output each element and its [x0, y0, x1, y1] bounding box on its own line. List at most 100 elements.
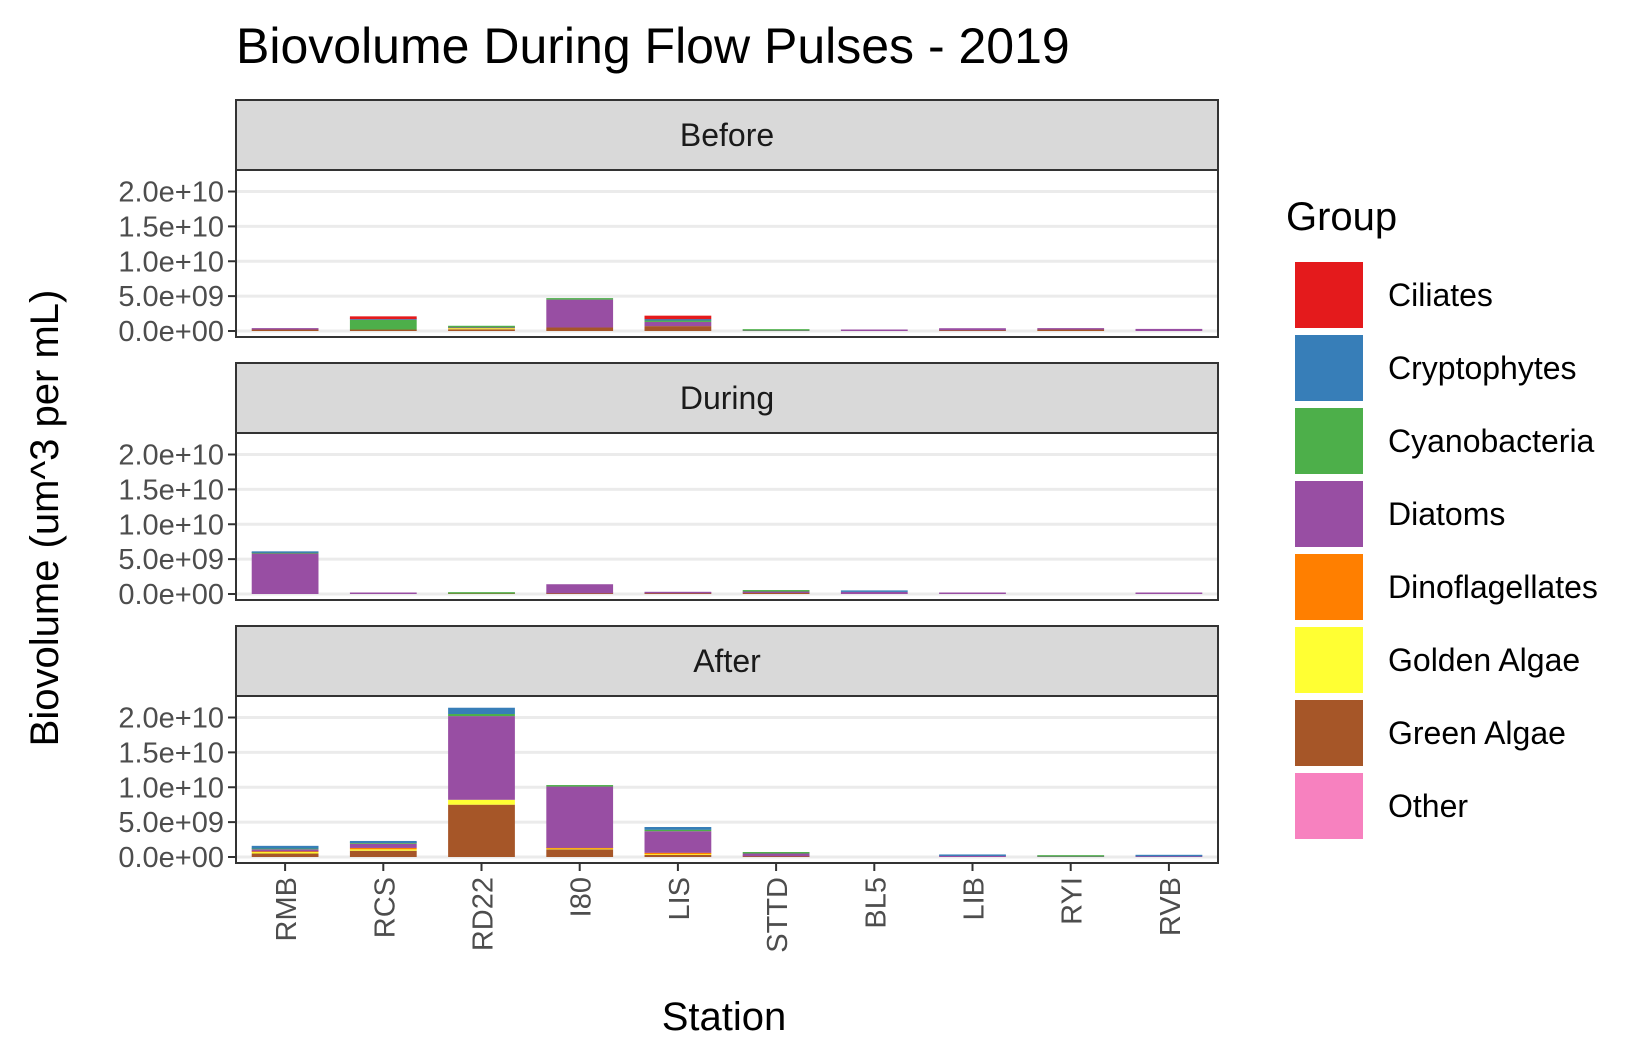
- bar-during-lib-diatoms: [939, 592, 1006, 594]
- bar-before-rmb-diatoms: [251, 328, 319, 330]
- bar-before-i80-diatoms: [546, 299, 614, 328]
- y-tick-label: 5.0e+09: [118, 281, 224, 313]
- facet-strip-label: Before: [680, 117, 774, 153]
- bar-during-rmb-cryptophytes: [251, 551, 319, 553]
- bar-before-rmb-green-algae: [251, 329, 319, 331]
- bar-after-rd22-cryptophytes: [448, 707, 515, 715]
- x-axis: RMB RCS RD22 I80 LIS STTD BL5 LIB RYI RVB: [271, 863, 1187, 953]
- legend-key: [1295, 262, 1363, 328]
- panel-border: [235, 169, 1219, 338]
- panel-border: [235, 695, 1219, 864]
- y-tick-label: 2.0e+10: [118, 177, 224, 209]
- bar-before-lis-cryptophytes: [644, 319, 712, 321]
- bar-before-rcs-cyanobacteria: [349, 319, 417, 330]
- bar-before-rcs-ciliates: [349, 316, 417, 320]
- y-tick-label: 5.0e+09: [118, 807, 224, 839]
- legend-key: [1295, 554, 1363, 620]
- bar-before-ryi-diatoms: [1037, 328, 1105, 330]
- bar-after-lis-cryptophytes: [644, 827, 712, 830]
- legend-label: Other: [1388, 788, 1468, 824]
- x-axis-title: Station: [662, 995, 787, 1039]
- y-tick-label: 1.5e+10: [118, 474, 224, 506]
- legend-label: Cryptophytes: [1388, 350, 1577, 386]
- legend-key: [1295, 700, 1363, 766]
- bar-after-rmb-diatoms: [251, 849, 319, 852]
- legend-item: Green Algae: [1295, 700, 1566, 766]
- facet-strip-label: During: [680, 380, 774, 416]
- bar-before-rcs-green-algae: [349, 329, 417, 331]
- bar-during-bl5-diatoms: [840, 591, 908, 594]
- bar-after-sttd-cyanobacteria: [742, 852, 810, 854]
- bar-after-rd22-golden-algae: [448, 799, 515, 805]
- bar-after-rmb-cryptophytes: [251, 845, 319, 849]
- bar-before-i80-cyanobacteria: [546, 298, 614, 300]
- x-tick-label: I80: [566, 877, 598, 917]
- bar-after-rmb-green-algae: [251, 853, 319, 857]
- y-tick-label: 2.0e+10: [118, 703, 224, 735]
- bar-during-rd22-cyanobacteria: [448, 592, 515, 594]
- bar-before-lis-ciliates: [644, 315, 712, 320]
- bar-after-rcs-golden-algae: [349, 849, 417, 851]
- bar-after-sttd-diatoms: [742, 853, 810, 857]
- y-tick-label: 1.0e+10: [118, 246, 224, 278]
- chart-title: Biovolume During Flow Pulses - 2019: [236, 18, 1070, 74]
- bar-before-lis-diatoms: [644, 321, 712, 327]
- facet-panel-during: During 0.0e+005.0e+091.0e+101.5e+102.0e+1…: [118, 362, 1219, 611]
- legend-item: Dinoflagellates: [1295, 554, 1598, 620]
- legend-item: Diatoms: [1295, 481, 1505, 547]
- legend-key: [1295, 481, 1363, 547]
- bar-after-lib-cryptophytes: [939, 854, 1006, 856]
- legend: Group Ciliates Cryptophytes Cyanobacteria D…: [1286, 195, 1598, 839]
- x-tick-label: BL5: [860, 877, 892, 929]
- facet-panel-before: Before 0.0e+005.0e+091.0e+101.5e+102.0e+1…: [118, 99, 1219, 348]
- bar-during-sttd-cyanobacteria: [742, 590, 810, 592]
- bar-after-lis-dinoflagellates: [644, 852, 712, 855]
- legend-item: Other: [1295, 773, 1468, 839]
- x-tick-label: STTD: [762, 877, 794, 953]
- y-tick-label: 1.5e+10: [118, 211, 224, 243]
- legend-item: Cryptophytes: [1295, 335, 1577, 401]
- x-tick-label: RCS: [369, 877, 401, 938]
- facet-panel-after: After 0.0e+005.0e+091.0e+101.5e+102.0e+10: [118, 625, 1219, 874]
- bar-after-rcs-dinoflagellates: [349, 847, 417, 850]
- bar-after-rcs-cryptophytes: [349, 840, 417, 844]
- bar-before-sttd-cyanobacteria: [742, 329, 810, 331]
- legend-label: Ciliates: [1388, 277, 1493, 313]
- bar-after-rvb-cryptophytes: [1135, 854, 1203, 857]
- legend-key: [1295, 408, 1363, 474]
- legend-label: Cyanobacteria: [1388, 423, 1595, 459]
- bar-before-rd22-cyanobacteria: [448, 325, 515, 328]
- x-tick-label: RVB: [1155, 877, 1187, 936]
- bar-during-sttd-diatoms: [742, 591, 810, 593]
- legend-items: Ciliates Cryptophytes Cyanobacteria Diatoms…: [1295, 262, 1598, 839]
- x-tick-label: LIB: [959, 877, 991, 921]
- bar-after-lis-green-algae: [644, 854, 712, 857]
- y-tick-label: 5.0e+09: [118, 544, 224, 576]
- bar-after-lis-diatoms: [644, 831, 712, 853]
- x-tick-label: RD22: [468, 877, 500, 951]
- bar-after-i80-green-algae: [546, 849, 614, 857]
- y-tick-label: 0.0e+00: [118, 316, 224, 348]
- y-tick-label: 2.0e+10: [118, 440, 224, 472]
- bar-before-ryi-green-algae: [1037, 329, 1105, 331]
- bar-after-lib-diatoms: [939, 855, 1006, 857]
- bar-before-bl5-diatoms: [840, 329, 908, 331]
- facet-strip: [235, 99, 1219, 171]
- bar-after-rd22-cyanobacteria: [448, 714, 515, 717]
- bar-during-lis-diatoms: [644, 591, 712, 594]
- bar-after-rcs-green-algae: [349, 850, 417, 857]
- plot-background: [236, 696, 1218, 863]
- x-tick-label: LIS: [664, 877, 696, 921]
- bar-after-ryi-cyanobacteria: [1037, 855, 1105, 857]
- bar-before-rvb-diatoms: [1135, 328, 1203, 331]
- y-tick-label: 0.0e+00: [118, 579, 224, 611]
- legend-label: Green Algae: [1388, 715, 1566, 751]
- bar-during-i80-diatoms: [546, 584, 614, 594]
- bar-after-rd22-green-algae: [448, 804, 515, 857]
- legend-label: Golden Algae: [1388, 642, 1580, 678]
- bar-after-rd22-diatoms: [448, 716, 515, 800]
- facet-strip-label: After: [693, 643, 761, 679]
- y-tick-label: 1.5e+10: [118, 737, 224, 769]
- bar-before-rd22-golden-algae: [448, 327, 515, 330]
